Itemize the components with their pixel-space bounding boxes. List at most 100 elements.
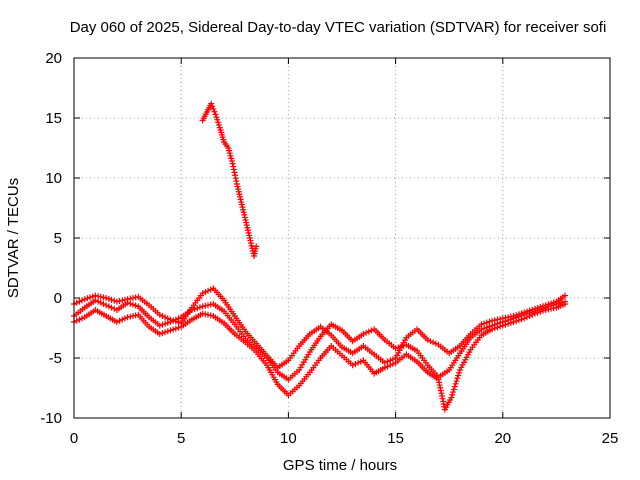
data-point	[489, 326, 496, 333]
series-track-b	[71, 285, 568, 371]
data-point	[156, 322, 163, 329]
data-point	[164, 315, 171, 322]
plot-frame	[73, 57, 611, 419]
y-tick-label: -10	[40, 410, 62, 427]
data-point	[79, 297, 86, 304]
data-point	[164, 328, 171, 335]
y-tick-label: 10	[45, 170, 62, 187]
data-point	[105, 303, 112, 310]
data-point	[450, 386, 457, 393]
x-tick-label: 10	[280, 430, 297, 447]
data-point	[73, 317, 80, 324]
data-point	[481, 320, 488, 327]
data-point	[233, 178, 240, 185]
data-point	[81, 296, 88, 303]
data-point	[523, 308, 530, 315]
data-point	[194, 305, 201, 312]
data-point	[105, 295, 112, 302]
data-point	[507, 319, 514, 326]
data-point	[456, 369, 463, 376]
data-point	[208, 100, 215, 107]
data-point	[453, 378, 460, 385]
data-point	[213, 114, 220, 121]
data-point	[363, 329, 370, 336]
data-point	[432, 340, 439, 347]
data-point	[108, 296, 115, 303]
data-point	[545, 301, 552, 308]
data-point	[521, 315, 528, 322]
data-point	[172, 318, 179, 325]
data-point	[205, 287, 211, 294]
x-tick-label: 5	[177, 430, 185, 447]
data-point	[210, 106, 217, 112]
x-tick-label: 15	[387, 430, 404, 447]
data-point	[212, 111, 219, 118]
data-point	[537, 308, 544, 315]
data-point	[486, 318, 493, 325]
data-point	[513, 318, 520, 325]
series-track-c	[71, 301, 568, 413]
x-tick-label: 0	[70, 430, 78, 447]
data-point	[502, 321, 509, 328]
data-point	[355, 359, 362, 366]
data-point	[430, 339, 437, 346]
data-point	[523, 314, 530, 321]
data-point	[100, 301, 107, 307]
chart-title: Day 060 of 2025, Sidereal Day-to-day VTE…	[70, 19, 607, 36]
data-point	[215, 121, 222, 128]
data-point	[199, 290, 206, 297]
data-point	[162, 320, 169, 327]
data-point	[103, 295, 110, 301]
data-point	[521, 309, 528, 316]
data-point	[215, 119, 222, 126]
data-point	[357, 358, 364, 365]
data-point	[561, 301, 568, 307]
y-tick-label: 0	[54, 290, 62, 307]
data-point	[95, 298, 102, 305]
data-point	[454, 375, 461, 382]
data-point	[424, 337, 431, 343]
data-point	[384, 363, 391, 370]
data-point	[113, 319, 120, 325]
data-point	[211, 108, 218, 115]
series-track-high	[199, 100, 260, 259]
data-point	[121, 315, 128, 322]
data-point	[540, 307, 546, 314]
data-point	[548, 300, 555, 307]
data-point	[214, 116, 221, 123]
data-point	[526, 313, 533, 319]
data-point	[127, 300, 134, 307]
data-point	[494, 324, 501, 331]
data-point	[427, 338, 434, 345]
data-point	[196, 304, 203, 311]
data-point	[451, 383, 458, 390]
data-point	[232, 172, 239, 179]
data-point	[499, 322, 506, 329]
data-point	[389, 361, 396, 367]
data-point	[448, 394, 455, 401]
data-point	[387, 362, 394, 369]
data-point	[518, 310, 525, 317]
y-tick-label: 20	[45, 50, 62, 67]
data-point	[452, 380, 459, 387]
data-point	[497, 323, 504, 330]
y-tick-label: 5	[54, 230, 62, 247]
data-point	[119, 316, 126, 323]
data-point	[534, 309, 541, 316]
data-point	[159, 330, 166, 337]
data-point	[129, 301, 136, 308]
data-point	[529, 306, 536, 313]
data-point	[550, 299, 557, 306]
data-point	[349, 362, 356, 369]
data-point	[103, 302, 110, 309]
data-point	[478, 321, 485, 328]
data-point	[229, 160, 236, 167]
data-point	[231, 169, 238, 176]
data-point	[202, 289, 209, 295]
data-point	[156, 331, 163, 337]
data-point	[159, 321, 166, 328]
data-point	[79, 315, 86, 322]
data-point	[175, 319, 182, 326]
data-point	[230, 166, 237, 173]
y-axis-label: SDTVAR / TECUs	[5, 178, 22, 298]
